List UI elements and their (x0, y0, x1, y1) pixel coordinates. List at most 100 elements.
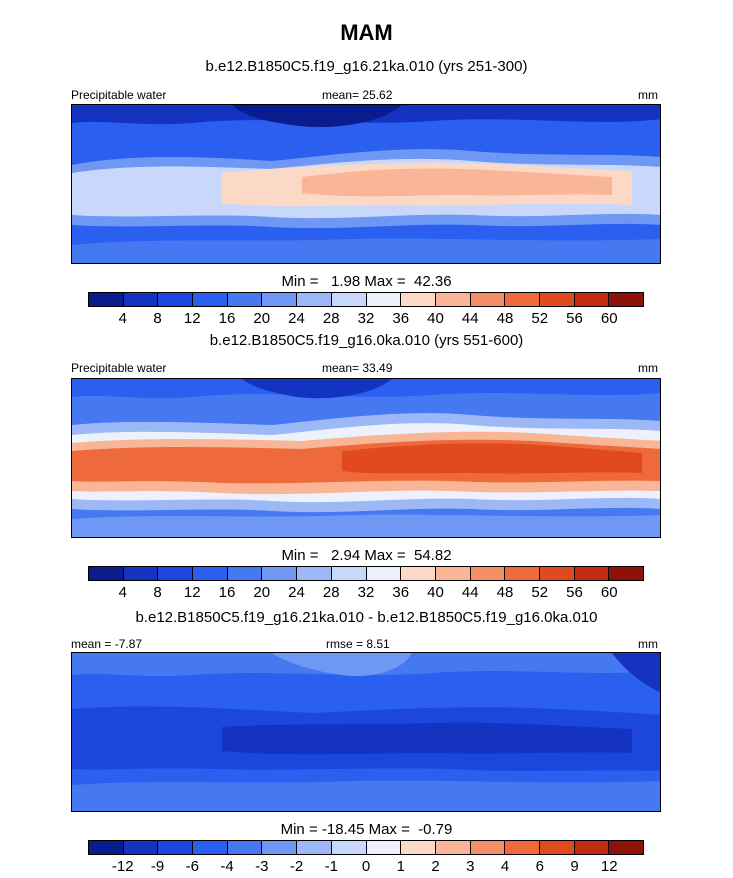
panel-3-colorbar-labels: -12 -9 -6 -4 -3 -2 -1 0 1 2 3 4 6 9 12 (88, 858, 644, 876)
colorbar-level-label: 56 (566, 584, 583, 601)
colorbar-swatch (297, 293, 332, 306)
colorbar-level-label: 20 (253, 310, 271, 327)
colorbar-level-label: 3 (466, 858, 475, 875)
panel-3-title: b.e12.B1850C5.f19_g16.21ka.010 - b.e12.B… (135, 609, 598, 626)
colorbar-swatch (297, 567, 332, 580)
panel-1-units-label: mm (638, 88, 658, 102)
colorbar-swatch (193, 567, 228, 580)
colorbar-swatch (158, 567, 194, 580)
panel-1-minmax: Min = 1.98 Max = 42.36 (281, 273, 452, 290)
colorbar-level-label: 28 (322, 310, 340, 327)
colorbar-swatch (505, 841, 540, 854)
colorbar-level-label: 16 (218, 584, 236, 601)
colorbar-swatch (227, 841, 263, 854)
colorbar-level-label: -2 (289, 858, 304, 875)
colorbar-swatch (331, 293, 367, 306)
colorbar-swatch (470, 841, 506, 854)
colorbar-swatch (609, 293, 643, 306)
colorbar-swatch (505, 293, 540, 306)
colorbar-level-label: 4 (118, 584, 127, 601)
colorbar-swatch (609, 841, 643, 854)
panel-1-colorbar-labels: 4 8 12 16 20 24 28 32 36 40 44 48 52 56 60 (88, 310, 644, 328)
panel-2-map (71, 378, 661, 538)
colorbar-swatch (574, 293, 610, 306)
colorbar-level-label: 4 (500, 858, 510, 875)
colorbar-level-label: 40 (427, 584, 444, 601)
colorbar-level-label: 32 (357, 584, 375, 601)
colorbar-level-label: -6 (185, 858, 199, 875)
colorbar-swatch (401, 567, 436, 580)
colorbar-swatch (89, 841, 124, 854)
colorbar-swatch (435, 293, 471, 306)
colorbar-level-label: 4 (118, 310, 127, 327)
colorbar-level-label: 32 (357, 310, 375, 327)
colorbar-swatch (158, 841, 194, 854)
colorbar-swatch (193, 841, 228, 854)
colorbar-level-label: 60 (600, 310, 618, 327)
colorbar-level-label: -1 (324, 858, 338, 875)
colorbar-swatch (123, 293, 159, 306)
colorbar-level-label: 24 (288, 584, 305, 601)
colorbar-swatch (227, 293, 263, 306)
colorbar-swatch (401, 841, 436, 854)
panel-1-colorbar (88, 292, 644, 307)
colorbar-level-label: 48 (496, 310, 514, 327)
panel-2-colorbar-labels: 4 8 12 16 20 24 28 32 36 40 44 48 52 56 60 (88, 584, 644, 602)
colorbar-level-label: -12 (111, 858, 134, 875)
colorbar-level-label: 52 (531, 584, 549, 601)
colorbar-swatch (539, 567, 575, 580)
colorbar-swatch (89, 293, 124, 306)
colorbar-level-label: 8 (153, 310, 162, 327)
colorbar-swatch (401, 293, 436, 306)
colorbar-level-label: 28 (322, 584, 340, 601)
panel-3-units-label: mm (638, 637, 658, 651)
colorbar-swatch (123, 841, 159, 854)
colorbar-level-label: 60 (600, 584, 618, 601)
colorbar-swatch (470, 567, 506, 580)
colorbar-swatch (262, 567, 298, 580)
colorbar-swatch (470, 293, 506, 306)
colorbar-swatch (331, 841, 367, 854)
panel-1-mean-label: mean= 25.62 (322, 88, 393, 102)
panel-3-map-field (72, 653, 660, 811)
colorbar-level-label: 8 (153, 584, 162, 601)
colorbar-swatch (366, 841, 402, 854)
colorbar-swatch (158, 293, 194, 306)
colorbar-level-label: 52 (531, 310, 549, 327)
colorbar-swatch (262, 841, 298, 854)
colorbar-level-label: 48 (496, 584, 514, 601)
colorbar-level-label: 12 (183, 310, 201, 327)
panel-1-title: b.e12.B1850C5.f19_g16.21ka.010 (yrs 251-… (205, 58, 528, 75)
colorbar-level-label: 2 (431, 858, 440, 875)
colorbar-swatch (505, 567, 540, 580)
colorbar-level-label: 36 (392, 310, 410, 327)
panel-3-colorbar (88, 840, 644, 855)
panel-2-variable-label: Precipitable water (71, 361, 167, 375)
page-title: MAM (340, 20, 393, 45)
colorbar-swatch (262, 293, 298, 306)
colorbar-swatch (366, 293, 402, 306)
panel-2-units-label: mm (638, 361, 658, 375)
panel-2-title: b.e12.B1850C5.f19_g16.0ka.010 (yrs 551-6… (209, 332, 524, 349)
panel-1-map (71, 104, 661, 264)
colorbar-swatch (227, 567, 263, 580)
panel-2-mean-label: mean= 33.49 (322, 361, 393, 375)
colorbar-swatch (574, 567, 610, 580)
colorbar-level-label: 36 (392, 584, 410, 601)
panel-2-map-field (72, 379, 660, 537)
colorbar-level-label: -4 (220, 858, 234, 875)
colorbar-level-label: 20 (253, 584, 271, 601)
colorbar-swatch (609, 567, 643, 580)
colorbar-swatch (331, 567, 367, 580)
colorbar-level-label: 12 (600, 858, 618, 875)
colorbar-level-label: 56 (566, 310, 583, 327)
colorbar-swatch (366, 567, 402, 580)
colorbar-swatch (123, 567, 159, 580)
panel-3-mean-label: mean = -7.87 (71, 637, 143, 651)
colorbar-level-label: 40 (427, 310, 444, 327)
panel-2-colorbar (88, 566, 644, 581)
colorbar-swatch (193, 293, 228, 306)
colorbar-swatch (539, 841, 575, 854)
colorbar-swatch (539, 293, 575, 306)
colorbar-swatch (435, 841, 471, 854)
